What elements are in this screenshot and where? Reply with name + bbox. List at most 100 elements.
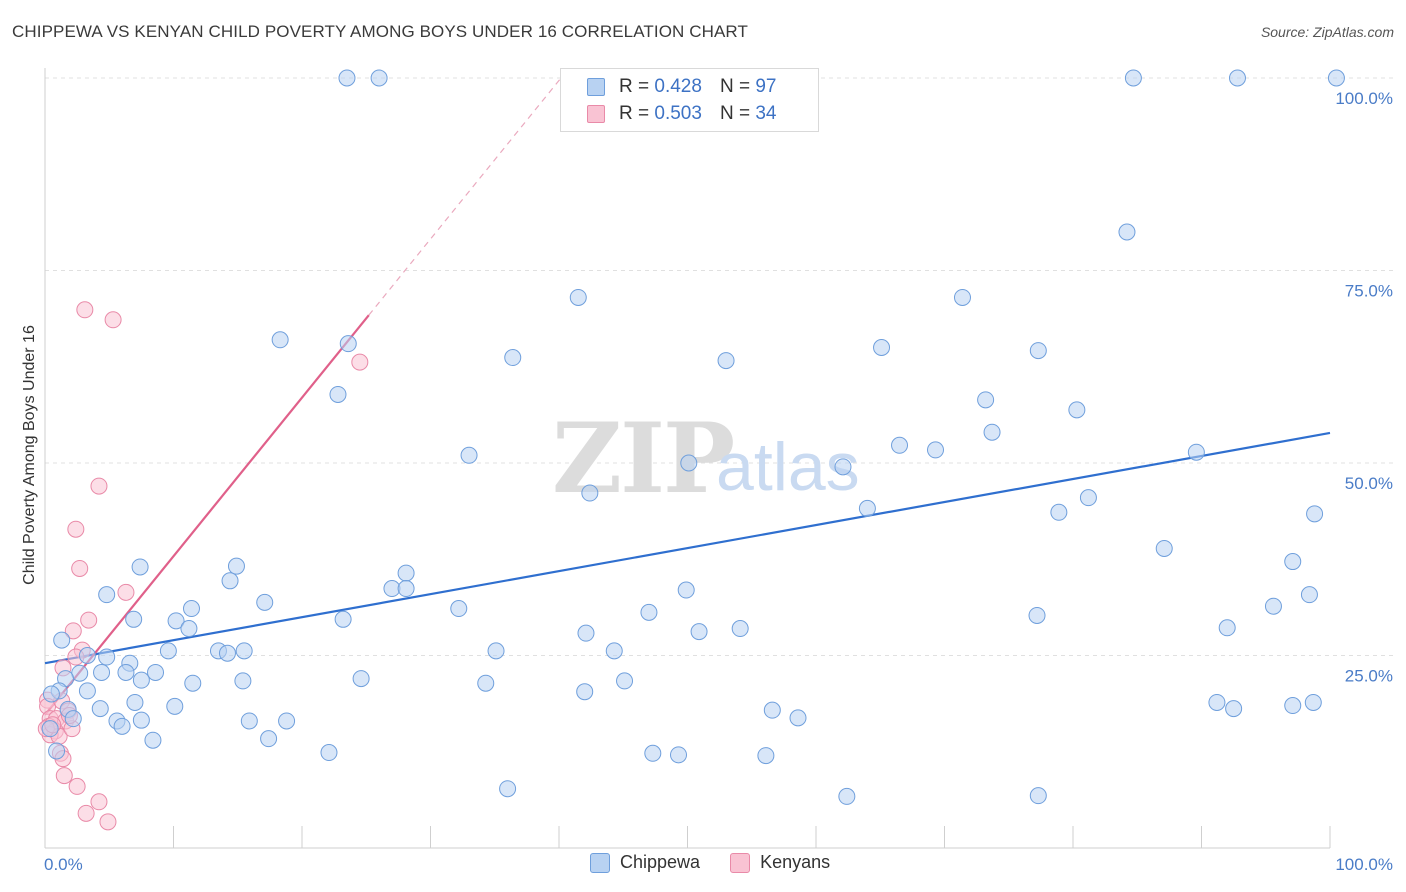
- chippewa-point: [690, 623, 708, 641]
- chippewa-point: [891, 436, 909, 454]
- chippewa-point: [93, 663, 111, 681]
- kenyans-swatch: [730, 852, 751, 873]
- chippewa-point: [1028, 606, 1046, 624]
- y-tick-label: 50.0%: [1345, 474, 1393, 493]
- trend-line-kenyans: [44, 314, 370, 716]
- chippewa-point: [218, 644, 236, 662]
- chippewa-point: [1284, 553, 1302, 571]
- chippewa-point: [1118, 223, 1136, 241]
- chippewa-point: [677, 581, 695, 599]
- chippewa-point: [334, 610, 352, 628]
- source-credit: Source: ZipAtlas.com: [1260, 24, 1394, 40]
- chippewa-point: [605, 642, 623, 660]
- chippewa-point: [271, 331, 289, 349]
- kenyans-point: [55, 767, 73, 785]
- x-tick-label: 0.0%: [44, 855, 83, 874]
- tick-labels: 0.0% 100.0% 25.0% 50.0% 75.0% 100.0%: [44, 89, 1393, 874]
- chippewa-point: [339, 335, 357, 353]
- chippewa-point: [731, 620, 749, 638]
- y-tick-label: 100.0%: [1335, 89, 1393, 108]
- chippewa-point: [329, 385, 347, 403]
- kenyans-swatch: [587, 105, 605, 123]
- chippewa-point: [91, 700, 109, 718]
- chippewa-point: [983, 423, 1001, 441]
- chippewa-point: [1306, 505, 1324, 523]
- kenyans-point: [351, 353, 369, 371]
- chart-title: CHIPPEWA VS KENYAN CHILD POVERTY AMONG B…: [12, 22, 748, 41]
- chippewa-point: [256, 593, 274, 611]
- legend-n-label: N =: [719, 76, 751, 97]
- chippewa-point: [159, 642, 177, 660]
- kenyans-point: [67, 520, 85, 538]
- y-tick-label: 75.0%: [1345, 282, 1393, 301]
- legend-r-label: R =: [619, 76, 650, 97]
- trend-lines: [44, 77, 1331, 716]
- chippewa-point: [64, 710, 82, 728]
- chippewa-point: [147, 663, 165, 681]
- chippewa-point: [383, 580, 401, 598]
- chippewa-point: [182, 600, 200, 618]
- chippewa-point: [234, 672, 252, 690]
- chippewa-point: [53, 631, 71, 649]
- chippewa-point: [460, 446, 478, 464]
- kenyans-point: [117, 583, 135, 601]
- chippewa-point: [320, 744, 338, 762]
- chippewa-point: [1228, 69, 1246, 87]
- y-axis-label: Child Poverty Among Boys Under 16: [21, 325, 38, 585]
- chippewa-point: [42, 685, 60, 703]
- chippewa-point: [644, 744, 662, 762]
- chippewa-point: [1300, 586, 1318, 604]
- chippewa-point: [1304, 693, 1322, 711]
- kenyans-point: [64, 622, 82, 640]
- chippewa-point: [1029, 342, 1047, 360]
- chippewa-point: [235, 642, 253, 660]
- chippewa-point: [98, 586, 116, 604]
- gridlines: [45, 77, 1395, 656]
- chippewa-point: [640, 603, 658, 621]
- bottom-legend-label: Kenyans: [760, 852, 831, 872]
- kenyans-point: [90, 793, 108, 811]
- chippewa-point: [450, 600, 468, 618]
- chippewa-point: [1068, 401, 1086, 419]
- legend-r-label: R =: [619, 103, 650, 124]
- trend-line-chippewa: [44, 431, 1331, 665]
- chippewa-point: [125, 610, 143, 628]
- legend-n-value: 97: [755, 76, 777, 97]
- chippewa-point: [717, 352, 735, 370]
- chippewa-point: [180, 620, 198, 638]
- chippewa-point: [397, 564, 415, 582]
- kenyans-point: [80, 611, 98, 629]
- watermark-zip: ZIP: [552, 402, 733, 515]
- chippewa-point: [113, 717, 131, 735]
- chippewa-point: [499, 780, 517, 798]
- chippewa-point: [569, 288, 587, 306]
- kenyans-point: [71, 559, 89, 577]
- chippewa-point: [352, 670, 370, 688]
- chippewa-point: [166, 697, 184, 715]
- chippewa-point: [71, 664, 89, 682]
- chippewa-point: [1327, 69, 1345, 87]
- bottom-legend-kenyans: Kenyans: [730, 852, 830, 873]
- chippewa-point: [117, 663, 135, 681]
- chippewa-point: [1029, 787, 1047, 805]
- chippewa-point: [1225, 700, 1243, 718]
- kenyans-point: [68, 777, 86, 795]
- series-chippewa-points: [41, 69, 1345, 805]
- chippewa-point: [1218, 619, 1236, 637]
- chippewa-point: [670, 746, 688, 764]
- chippewa-point: [577, 624, 595, 642]
- chippewa-point: [41, 720, 59, 738]
- chippewa-point: [370, 69, 388, 87]
- chippewa-point: [126, 693, 144, 711]
- chippewa-point: [789, 709, 807, 727]
- chippewa-point: [144, 731, 162, 749]
- chippewa-point: [1264, 597, 1282, 615]
- kenyans-point: [99, 813, 117, 831]
- kenyans-point: [77, 804, 95, 822]
- chippewa-point: [927, 441, 945, 459]
- chippewa-point: [397, 580, 415, 598]
- bottom-legend-label: Chippewa: [620, 852, 701, 872]
- chippewa-point: [858, 499, 876, 517]
- chippewa-point: [1155, 539, 1173, 557]
